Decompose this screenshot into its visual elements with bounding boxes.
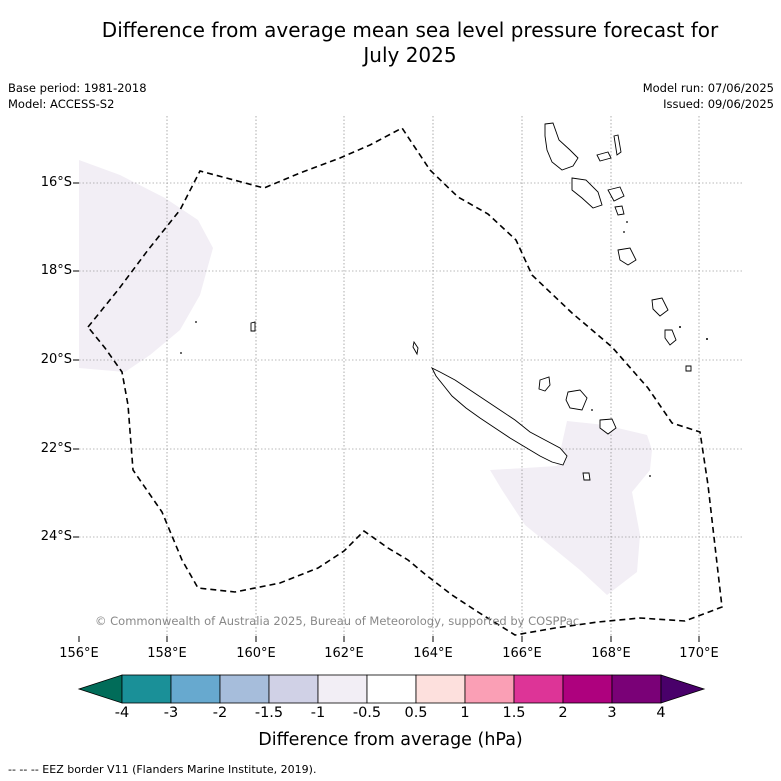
lon-label-160e: 160°E	[236, 646, 276, 661]
graticule	[79, 116, 743, 636]
small-islets	[180, 221, 708, 477]
lat-label-18s: 18°S	[40, 263, 72, 278]
colorbar-bin-11	[611, 674, 662, 704]
colorbar-title: Difference from average (hPa)	[258, 730, 523, 750]
lifou-island	[565, 389, 588, 411]
chesterfield-islet	[250, 321, 256, 332]
colorbar-label: -2	[212, 705, 228, 721]
mare-island	[599, 418, 617, 435]
left-meta: Base period: 1981-2018 Model: ACCESS-S2	[8, 80, 147, 112]
map-title: Difference from average mean sea level p…	[40, 18, 780, 68]
colorbar-bin-3	[219, 674, 270, 704]
lon-label-164e: 164°E	[413, 646, 453, 661]
coastlines	[250, 122, 692, 481]
aneityum-island	[685, 365, 692, 372]
title-line-2: July 2025	[363, 43, 457, 67]
colorbar-label: 2	[558, 705, 568, 721]
lat-label-22s: 22°S	[40, 441, 72, 456]
base-period: Base period: 1981-2018	[8, 81, 147, 95]
espiritu-santo-island	[544, 122, 579, 171]
colorbar-bin-8	[464, 674, 515, 704]
colorbar-label: 3	[607, 705, 617, 721]
belep-islands	[412, 340, 419, 356]
colorbar-bin-6	[366, 674, 417, 704]
colorbar-label: -4	[114, 705, 130, 721]
tanna-island	[664, 329, 677, 346]
colorbar-label: -1.5	[254, 705, 284, 721]
colorbar-label: -3	[163, 705, 179, 721]
anomaly-region-southeast	[490, 421, 652, 595]
colorbar-bin-2	[170, 674, 221, 704]
colorbar-bin-1	[121, 674, 172, 704]
colorbar-label: 1.5	[502, 705, 526, 721]
colorbar-label: 0.5	[404, 705, 428, 721]
colorbar-bin-4	[268, 674, 319, 704]
grande-terre-island	[430, 366, 568, 466]
anomaly-region-west	[79, 160, 213, 372]
issued-date: Issued: 09/06/2025	[663, 97, 774, 111]
axis-ticks	[73, 182, 700, 642]
title-line-1: Difference from average mean sea level p…	[101, 18, 719, 42]
eez-footnote: -- -- -- EEZ border V11 (Flanders Marine…	[8, 763, 317, 776]
lat-label-20s: 20°S	[40, 352, 72, 367]
colorbar-bin-10	[562, 674, 613, 704]
lon-label-158e: 158°E	[147, 646, 187, 661]
lat-label-16s: 16°S	[40, 175, 72, 190]
model-name: Model: ACCESS-S2	[8, 97, 115, 111]
colorbar-bin-5	[317, 674, 368, 704]
lon-label-168e: 168°E	[591, 646, 631, 661]
colorbar	[77, 674, 706, 704]
lat-label-24s: 24°S	[40, 529, 72, 544]
isle-of-pines	[582, 472, 591, 481]
pentecost-island	[607, 186, 625, 202]
epi-island	[614, 205, 625, 216]
ambae-island	[596, 151, 612, 162]
colorbar-label: -1	[310, 705, 326, 721]
colorbar-label: 4	[656, 705, 666, 721]
efate-island	[617, 247, 637, 266]
malakula-island	[571, 177, 603, 209]
maewo-island	[613, 134, 622, 156]
lon-label-166e: 166°E	[502, 646, 542, 661]
copyright-notice: © Commonwealth of Australia 2025, Bureau…	[95, 614, 580, 628]
colorbar-label: -0.5	[352, 705, 382, 721]
colorbar-over-arrow	[660, 674, 706, 704]
lon-label-156e: 156°E	[59, 646, 99, 661]
lon-label-162e: 162°E	[324, 646, 364, 661]
eez-border	[86, 126, 723, 636]
colorbar-bin-9	[513, 674, 564, 704]
colorbar-label: 1	[460, 705, 470, 721]
right-meta: Model run: 07/06/2025 Issued: 09/06/2025	[643, 80, 774, 112]
erromango-island	[651, 297, 669, 317]
model-run: Model run: 07/06/2025	[642, 81, 774, 95]
ouvea-island	[538, 376, 551, 392]
colorbar-under-arrow	[77, 674, 123, 704]
colorbar-bin-7	[415, 674, 466, 704]
lon-label-170e: 170°E	[679, 646, 719, 661]
